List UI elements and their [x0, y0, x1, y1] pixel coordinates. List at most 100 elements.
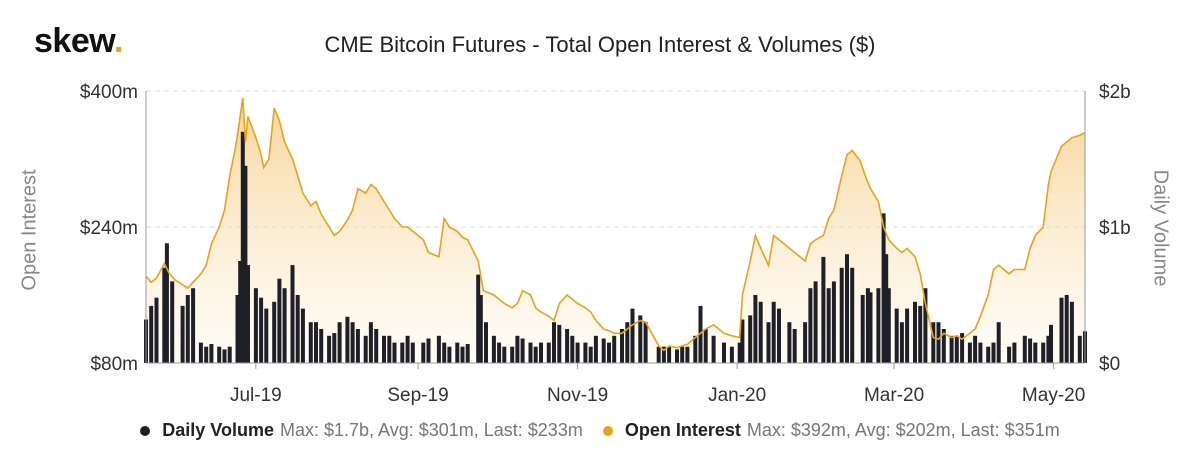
volume-bar	[884, 254, 889, 363]
volume-bar	[607, 342, 611, 363]
x-tick-label: Mar-20	[864, 385, 924, 406]
volume-bar	[264, 308, 269, 363]
volume-bar	[1077, 335, 1082, 363]
volume-bar	[410, 342, 415, 363]
volume-bar	[546, 342, 551, 363]
volume-bar	[327, 335, 332, 363]
volume-bar	[643, 322, 648, 363]
volume-bar	[368, 322, 373, 363]
legend-dot-open-interest	[602, 425, 613, 436]
volume-bar	[583, 342, 588, 363]
volume-bar	[520, 338, 525, 363]
legend-name: Open Interest	[624, 420, 741, 440]
volume-bar	[661, 346, 666, 363]
volume-bar	[515, 335, 520, 363]
volume-bar	[240, 131, 245, 363]
volume-bar	[204, 346, 209, 363]
open-interest-area	[146, 97, 1085, 364]
volume-bar	[198, 342, 203, 363]
volume-bar	[491, 335, 496, 363]
legend-stats: Max: $392m, Avg: $202m, Last: $351m	[746, 420, 1060, 440]
volume-bar	[941, 329, 946, 363]
volume-bar	[235, 295, 240, 363]
volume-bar	[711, 335, 716, 363]
volume-bar	[860, 295, 865, 363]
volume-bar	[1033, 342, 1038, 363]
volume-bar	[1022, 335, 1027, 363]
y-tick-right: $2b	[1099, 82, 1131, 103]
volume-bar	[502, 346, 507, 363]
volume-bar	[868, 292, 873, 363]
volume-bar	[405, 335, 410, 363]
legend-name: Daily Volume	[162, 420, 274, 440]
volume-bar	[154, 297, 159, 363]
volume-bar	[227, 346, 232, 363]
skew-logo: skew.	[34, 22, 123, 60]
volume-bar	[253, 288, 258, 363]
legend-item-open-interest[interactable]: Open Interest Max: $392m, Avg: $202m, La…	[602, 420, 1060, 441]
volume-bar	[337, 322, 342, 363]
volume-bar	[392, 342, 397, 363]
volume-bar	[588, 346, 593, 363]
volume-bar	[813, 281, 818, 363]
volume-bar	[478, 295, 483, 363]
volume-bar	[209, 344, 214, 363]
volume-bar	[1059, 297, 1064, 363]
volume-bar	[363, 335, 368, 363]
volume-bar	[570, 335, 575, 363]
volume-bar	[923, 288, 928, 363]
volume-bar	[528, 342, 533, 363]
legend-dot-volume	[140, 425, 151, 436]
volume-bar	[601, 338, 606, 363]
volume-bar	[465, 344, 470, 363]
volume-bar	[308, 322, 313, 363]
volume-bar	[355, 329, 360, 363]
volume-bar	[593, 335, 598, 363]
y-tick-right: $1b	[1099, 218, 1131, 239]
volume-bar	[821, 256, 826, 363]
volume-bar	[996, 322, 1001, 363]
volume-bar	[936, 322, 941, 363]
volume-bar	[476, 274, 481, 363]
volume-bar	[1012, 342, 1017, 363]
volume-bar	[447, 346, 452, 363]
volume-bar	[777, 308, 781, 363]
legend-item-volume[interactable]: Daily Volume Max: $1.7b, Avg: $301m, Las…	[140, 420, 583, 441]
volume-bar	[565, 329, 570, 363]
volume-bar	[703, 329, 708, 363]
volume-bar	[991, 342, 996, 363]
y-tick-left: $240m	[80, 218, 138, 239]
volume-bar	[243, 165, 248, 363]
x-tick-label: May-20	[1022, 385, 1085, 406]
volume-bar	[272, 301, 277, 363]
volume-bar	[185, 295, 190, 363]
volume-bar	[557, 324, 562, 363]
volume-bar	[753, 295, 758, 363]
volume-bar	[808, 288, 813, 363]
volume-bar	[314, 322, 318, 363]
volume-bar	[656, 346, 661, 363]
volume-bar	[865, 288, 870, 363]
y-tick-left: $80m	[90, 354, 138, 375]
volume-bar	[180, 305, 185, 363]
volume-bar	[918, 305, 923, 363]
chart-canvas: $80m $240m $400m $0 $1b $2b Jul-19 Sep-19 Nov-19…	[80, 82, 1131, 406]
volume-bar	[986, 346, 991, 363]
volume-bar	[300, 308, 305, 363]
volume-bar	[497, 342, 502, 363]
volume-bar	[539, 342, 543, 363]
volume-bar	[667, 346, 672, 363]
volume-bar	[400, 342, 405, 363]
y-tick-left: $400m	[80, 82, 138, 103]
volume-bar	[722, 342, 726, 363]
volume-bar	[374, 329, 379, 363]
open-interest-series-line	[145, 97, 1086, 352]
volume-bar	[698, 305, 703, 363]
volume-bar	[737, 342, 742, 363]
volume-bar	[575, 342, 580, 363]
volume-bar	[612, 335, 617, 363]
volume-bar	[350, 322, 355, 363]
legend-stats: Max: $1.7b, Avg: $301m, Last: $233m	[279, 420, 583, 440]
volume-bar	[899, 322, 904, 363]
volume-bar	[620, 329, 624, 363]
